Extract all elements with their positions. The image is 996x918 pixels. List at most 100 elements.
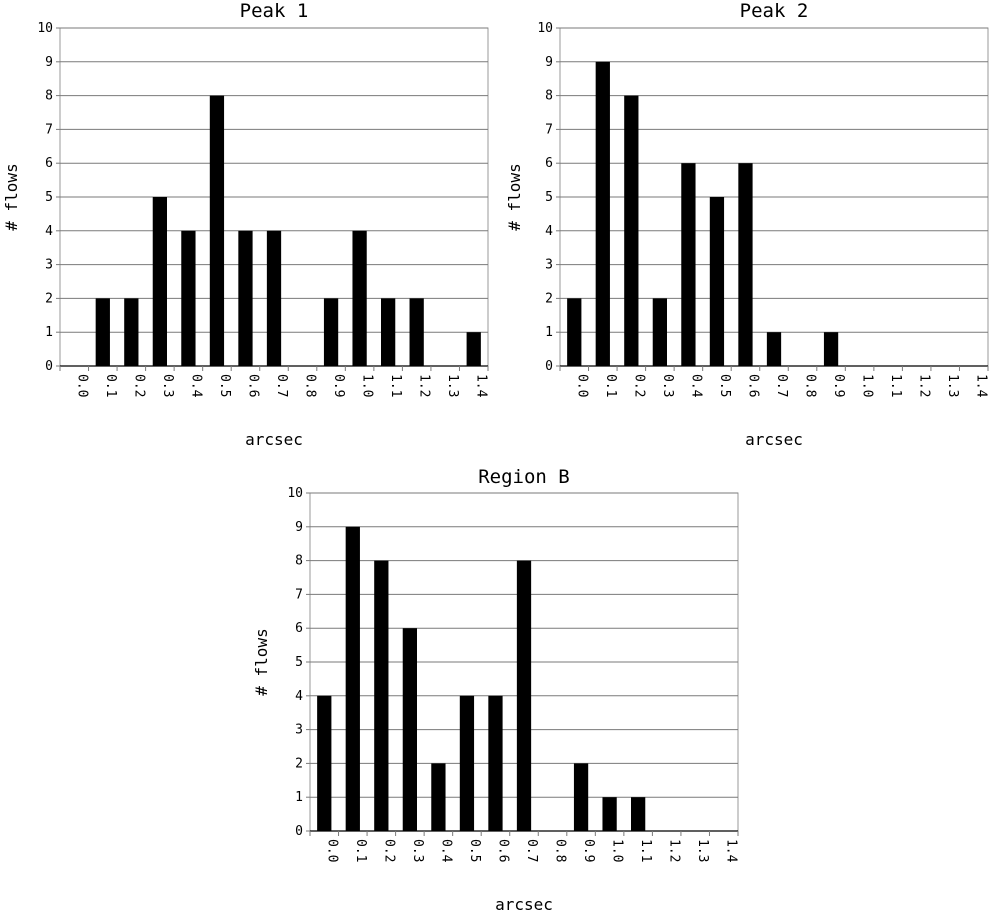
chart-panel-3: 0 1 2 3 4 5 6 7 8 9 10 0.0 0.1 0.2 0.3 0.4 0.5 0.6 0.7 0.8 0… xyxy=(252,466,739,914)
x-tick-label: 1.2 xyxy=(917,374,932,397)
x-tick-label: 0.7 xyxy=(524,839,539,862)
x-tick-label: 1.2 xyxy=(417,374,432,397)
y-tick-label: 5 xyxy=(45,190,53,205)
x-tick-label: 1.2 xyxy=(667,839,682,862)
bar xyxy=(238,230,253,366)
x-tick-label: 0.1 xyxy=(353,839,368,862)
y-tick-label: 0 xyxy=(545,359,553,374)
bar xyxy=(573,763,589,831)
y-tick-label: 9 xyxy=(545,55,553,70)
bar xyxy=(681,163,696,366)
x-tick-label: 0.9 xyxy=(831,374,846,397)
bar xyxy=(431,763,446,831)
chart-title: Peak 2 xyxy=(740,0,809,22)
y-axis-label: # flows xyxy=(2,163,21,230)
bar xyxy=(209,95,225,366)
x-tick-label: 0.1 xyxy=(103,374,118,397)
chart-title: Peak 1 xyxy=(240,0,309,22)
chart-title: Region B xyxy=(478,466,570,488)
bar xyxy=(352,230,367,366)
x-tick-label: 0.6 xyxy=(745,374,760,397)
y-tick-label: 6 xyxy=(545,156,553,171)
x-tick-label: 1.4 xyxy=(724,839,739,863)
x-tick-label: 1.1 xyxy=(388,374,403,397)
bar xyxy=(266,230,282,366)
x-tick-label: 0.4 xyxy=(188,374,203,398)
bar xyxy=(381,298,396,366)
x-tick-label: 0.2 xyxy=(631,374,646,397)
y-tick-label: 5 xyxy=(545,190,553,205)
x-tick-label: 1.3 xyxy=(945,374,960,397)
chart-panel-1: 0 1 2 3 4 5 6 7 8 9 10 0.0 0.1 0.2 0.3 0.4 0.5 0.6 0.7 0.8 0… xyxy=(2,0,489,449)
bar xyxy=(345,526,360,831)
x-tick-label: 1.0 xyxy=(610,839,625,862)
bar xyxy=(624,95,639,366)
y-tick-label: 6 xyxy=(295,621,303,636)
bar xyxy=(823,332,839,366)
x-tick-label: 0.7 xyxy=(274,374,289,397)
x-axis-label: arcsec xyxy=(745,430,803,449)
x-tick-label: 0.9 xyxy=(331,374,346,397)
y-tick-label: 1 xyxy=(295,790,303,805)
bar xyxy=(631,797,646,831)
bar xyxy=(738,163,753,366)
y-tick-label: 9 xyxy=(45,55,53,70)
y-tick-label: 9 xyxy=(295,520,303,535)
y-tick-label: 0 xyxy=(295,824,303,839)
bar xyxy=(374,560,389,831)
y-tick-label: 5 xyxy=(295,655,303,670)
bar xyxy=(152,197,167,366)
chart-panel-2: 0 1 2 3 4 5 6 7 8 9 10 0.0 0.1 0.2 0.3 0.4 0.5 0.6 0.7 0.8 0… xyxy=(505,0,989,449)
y-tick-label: 8 xyxy=(295,554,303,569)
x-tick-label: 0.2 xyxy=(131,374,146,397)
y-tick-label: 8 xyxy=(545,89,553,104)
y-tick-label: 10 xyxy=(287,486,303,501)
x-tick-label: 0.0 xyxy=(324,839,339,862)
x-tick-label: 1.4 xyxy=(474,374,489,398)
x-axis-label: arcsec xyxy=(495,895,553,914)
bar xyxy=(516,560,532,831)
bar xyxy=(409,298,424,366)
y-tick-label: 6 xyxy=(45,156,53,171)
bar xyxy=(595,61,610,367)
y-tick-label: 1 xyxy=(45,325,53,340)
y-tick-label: 1 xyxy=(545,325,553,340)
y-tick-label: 8 xyxy=(45,89,53,104)
x-tick-label: 1.1 xyxy=(638,839,653,862)
bar xyxy=(459,695,475,831)
y-tick-label: 4 xyxy=(295,689,303,704)
x-tick-label: 0.0 xyxy=(74,374,89,397)
x-tick-label: 0.2 xyxy=(381,839,396,862)
bar xyxy=(124,298,139,366)
x-tick-label: 1.0 xyxy=(360,374,375,397)
x-tick-label: 0.9 xyxy=(581,839,596,862)
bar xyxy=(402,628,417,831)
y-tick-label: 10 xyxy=(537,21,553,36)
y-tick-label: 2 xyxy=(295,756,303,771)
y-tick-label: 3 xyxy=(295,723,303,738)
x-tick-label: 1.3 xyxy=(445,374,460,397)
x-tick-label: 0.6 xyxy=(495,839,510,862)
x-tick-label: 1.3 xyxy=(695,839,710,862)
x-tick-label: 1.4 xyxy=(974,374,989,398)
y-tick-label: 3 xyxy=(45,258,53,273)
bar xyxy=(567,298,582,366)
bar xyxy=(466,332,481,366)
bar xyxy=(181,230,196,366)
y-tick-label: 0 xyxy=(45,359,53,374)
x-tick-label: 0.3 xyxy=(660,374,675,397)
y-axis-label: # flows xyxy=(505,163,524,230)
y-tick-label: 7 xyxy=(545,122,553,137)
y-tick-label: 10 xyxy=(37,21,53,36)
x-tick-label: 0.7 xyxy=(774,374,789,397)
x-tick-label: 0.5 xyxy=(717,374,732,397)
y-tick-label: 7 xyxy=(45,122,53,137)
bar xyxy=(602,797,617,831)
x-tick-label: 0.4 xyxy=(438,839,453,863)
x-tick-label: 1.1 xyxy=(888,374,903,397)
x-tick-label: 0.8 xyxy=(553,839,568,862)
y-tick-label: 2 xyxy=(545,291,553,306)
x-tick-label: 1.0 xyxy=(860,374,875,397)
x-tick-label: 0.8 xyxy=(303,374,318,397)
